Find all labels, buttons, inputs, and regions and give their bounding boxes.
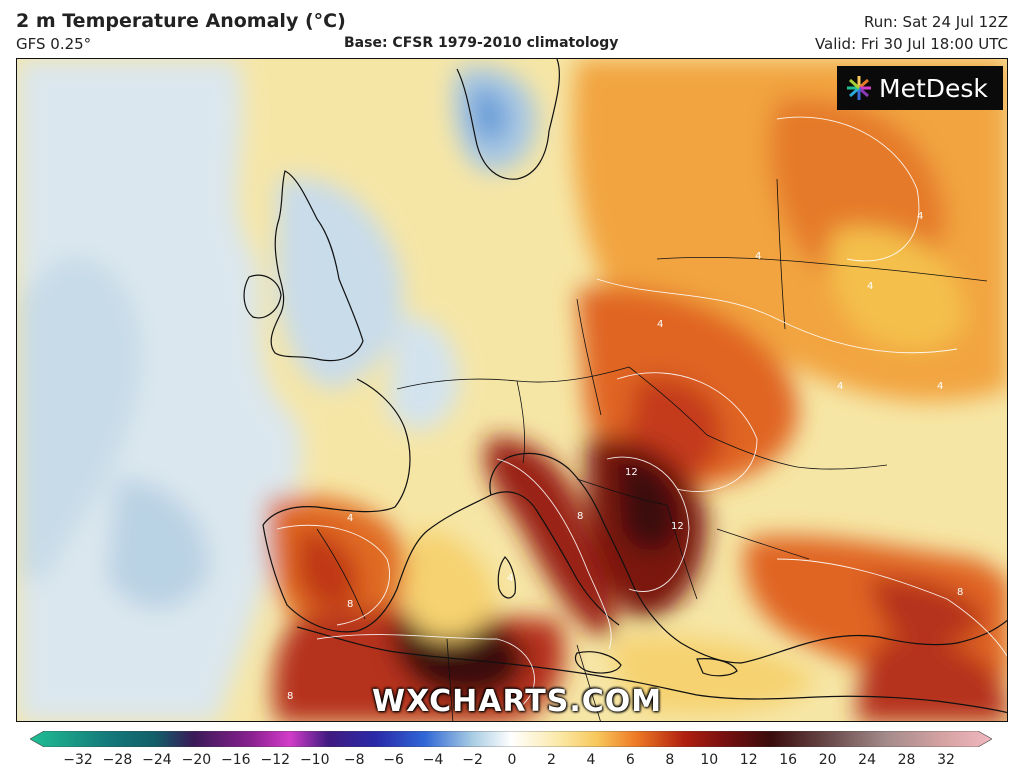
contour-label: 8 xyxy=(347,599,353,610)
contour-label: 8 xyxy=(577,511,583,522)
coastlines xyxy=(243,59,1007,714)
model-label: GFS 0.25° xyxy=(16,35,92,53)
colorbar-scale xyxy=(30,731,992,747)
colorbar-tick-label: −32 xyxy=(63,752,93,768)
colorbar-tick-label: 8 xyxy=(665,752,675,768)
contour-label: 4 xyxy=(937,381,943,392)
colorbar-tick-label: −6 xyxy=(383,752,404,768)
contour-label: 12 xyxy=(671,521,684,532)
metdesk-flower-icon xyxy=(847,76,871,100)
contour-label: 4 xyxy=(917,211,923,222)
contour-label: 4 xyxy=(657,319,663,330)
contour-label: 8 xyxy=(957,587,963,598)
colorbar-tick-label: −24 xyxy=(142,752,172,768)
metdesk-logo-text: MetDesk xyxy=(879,73,988,103)
contour-label: 12 xyxy=(625,467,638,478)
contour-label: 4 xyxy=(867,281,873,292)
anomaly-map: 4 4 4 4 4 4 4 4 8 8 8 8 12 12 xyxy=(16,58,1008,722)
colorbar-tick-label: 2 xyxy=(546,752,556,768)
colorbar-tick-label: −20 xyxy=(181,752,212,768)
colorbar-tick-label: −16 xyxy=(221,752,251,768)
colorbar-tick-label: −28 xyxy=(102,752,133,768)
colorbar-tick-label: 10 xyxy=(700,752,719,768)
colorbar-tick-label: 20 xyxy=(818,752,837,768)
contour-label: 4 xyxy=(347,513,353,524)
valid-time-label: Valid: Fri 30 Jul 18:00 UTC xyxy=(814,35,1008,53)
colorbar-tick-label: −10 xyxy=(299,752,330,768)
anomaly-contours xyxy=(276,116,1007,710)
climatology-base-label: Base: CFSR 1979-2010 climatology xyxy=(344,35,619,51)
colorbar xyxy=(30,731,992,747)
colorbar-ticks: −32 −28 −24 −20 −16 −12 −10 −8 −6 −4 −2 0 2 4 6 8 10 12 16… xyxy=(0,747,1024,777)
colorbar-tick-label: 12 xyxy=(739,752,758,768)
wxcharts-watermark: WXCHARTS.COM xyxy=(372,684,663,719)
colorbar-tick-label: 6 xyxy=(625,752,635,768)
chart-header: 2 m Temperature Anomaly (°C) GFS 0.25° B… xyxy=(0,0,1024,58)
chart-title: 2 m Temperature Anomaly (°C) xyxy=(16,10,346,32)
colorbar-tick-label: −2 xyxy=(462,752,483,768)
colorbar-tick-label: −4 xyxy=(422,752,444,768)
colorbar-tick-label: 4 xyxy=(586,752,596,768)
colorbar-tick-label: 32 xyxy=(937,752,955,768)
colorbar-tick-label: 24 xyxy=(858,752,876,768)
contour-label: 4 xyxy=(755,251,761,262)
colorbar-tick-label: 16 xyxy=(779,752,798,768)
contour-label: 4 xyxy=(837,381,843,392)
colorbar-tick-label: 0 xyxy=(507,752,517,768)
colorbar-tick-label: 28 xyxy=(897,752,916,768)
contour-label: 8 xyxy=(287,691,293,702)
country-borders xyxy=(316,178,988,721)
colorbar-tick-label: −8 xyxy=(343,752,365,768)
metdesk-logo: MetDesk xyxy=(837,66,1003,110)
contour-label: 4 xyxy=(507,573,513,584)
colorbar-tick-label: −12 xyxy=(260,752,291,768)
anomaly-field xyxy=(17,59,1007,721)
run-label: Run: Sat 24 Jul 12Z xyxy=(863,13,1008,31)
anomaly-map-svg: 4 4 4 4 4 4 4 4 8 8 8 8 12 12 xyxy=(17,59,1007,721)
contour-labels: 4 4 4 4 4 4 4 4 8 8 8 8 12 12 xyxy=(287,211,963,702)
